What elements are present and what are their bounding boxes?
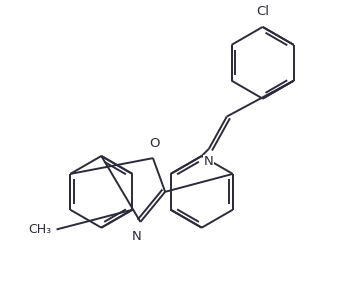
Text: N: N	[132, 230, 142, 243]
Text: Cl: Cl	[256, 5, 269, 18]
Text: O: O	[150, 137, 160, 150]
Text: N: N	[204, 155, 214, 168]
Text: CH₃: CH₃	[28, 223, 51, 236]
